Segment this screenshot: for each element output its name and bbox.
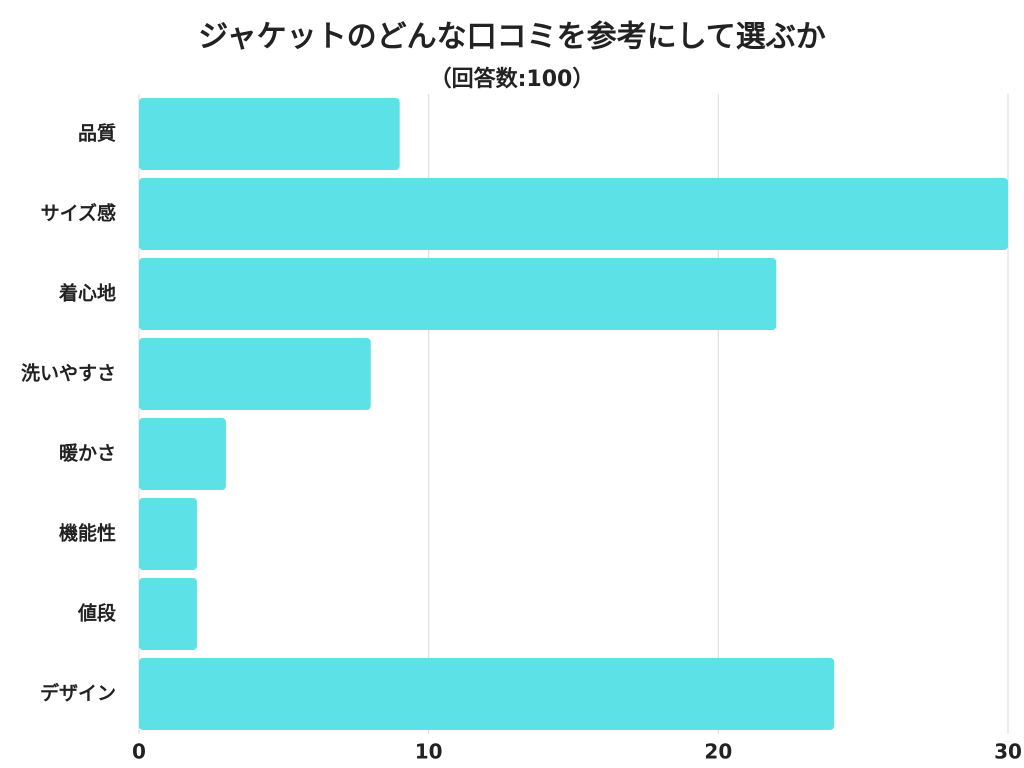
y-tick-label: 着心地: [59, 282, 116, 305]
bar: [139, 258, 777, 330]
y-tick-label: 機能性: [59, 522, 116, 545]
bar: [139, 578, 197, 650]
y-tick-label: 値段: [77, 602, 117, 625]
y-tick-label: サイズ感: [41, 202, 116, 225]
bar: [139, 98, 400, 170]
x-tick-label: 30: [994, 740, 1022, 764]
bar: [139, 338, 371, 410]
x-tick-label: 10: [415, 740, 443, 764]
bar: [139, 658, 835, 730]
x-tick-label: 20: [704, 740, 732, 764]
y-tick-label: デザイン: [40, 682, 116, 705]
bar: [139, 178, 1008, 250]
chart-title: ジャケットのどんな口コミを参考にして選ぶか: [198, 20, 826, 55]
bar: [139, 418, 226, 490]
y-tick-label: 品質: [78, 122, 116, 145]
y-tick-label: 洗いやすさ: [21, 362, 116, 385]
chart-subtitle: （回答数:100）: [430, 66, 595, 92]
x-tick-label: 0: [132, 740, 146, 764]
y-tick-label: 暖かさ: [59, 442, 116, 465]
bar: [139, 498, 197, 570]
